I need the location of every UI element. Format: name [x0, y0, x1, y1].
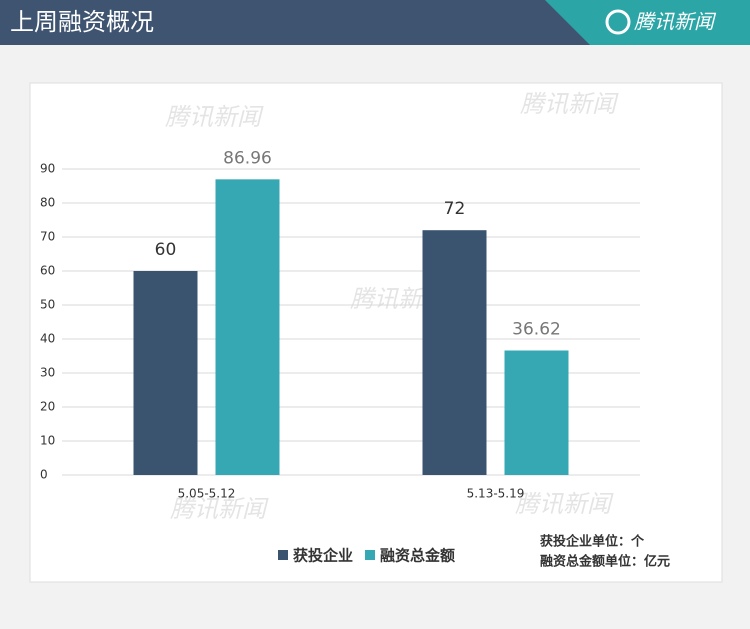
y-tick-label: 30: [40, 366, 55, 380]
legend-label: 获投企业: [293, 547, 353, 565]
y-tick-label: 90: [40, 162, 55, 176]
unit-note: 获投企业单位：个: [540, 534, 645, 550]
bar: [504, 350, 569, 475]
value-label: 36.62: [512, 319, 561, 339]
legend-swatch: [278, 550, 288, 560]
brand-name: 腾讯新闻: [634, 10, 717, 34]
watermarks: 腾讯新闻 腾讯新闻 腾讯新闻 腾讯新闻 腾讯新闻: [165, 90, 619, 523]
bar: [422, 230, 487, 475]
y-tick-label: 0: [40, 468, 48, 482]
value-label: 60: [155, 240, 177, 260]
legend-label: 融资总金额: [380, 547, 455, 565]
y-tick-label: 60: [40, 264, 55, 278]
x-tick-label: 5.05-5.12: [178, 487, 236, 501]
header-title: 上周融资概况: [10, 8, 154, 36]
x-tick-label: 5.13-5.19: [467, 487, 525, 501]
y-tick-label: 80: [40, 196, 55, 210]
plot: 0 10 20 30 40 50 60 70 80 90 5.05-5.12 60 86.96 5.13-…: [40, 148, 670, 569]
value-label: 72: [444, 199, 466, 219]
watermark: 腾讯新闻: [515, 490, 614, 518]
brand-logo: [605, 9, 631, 35]
header-accent: [545, 0, 750, 45]
unit-note: 融资总金额单位：亿元: [540, 554, 670, 570]
value-label: 86.96: [223, 148, 272, 168]
y-tick-label: 40: [40, 332, 55, 346]
bar: [133, 271, 198, 475]
y-tick-label: 50: [40, 298, 55, 312]
y-tick-label: 10: [40, 434, 55, 448]
y-tick-label: 20: [40, 400, 55, 414]
bar: [215, 179, 280, 475]
watermark: 腾讯新闻: [165, 103, 264, 131]
y-tick-label: 70: [40, 230, 55, 244]
watermark: 腾讯新闻: [520, 90, 619, 118]
legend-swatch: [365, 550, 376, 560]
watermark: 腾讯新闻: [170, 495, 269, 523]
